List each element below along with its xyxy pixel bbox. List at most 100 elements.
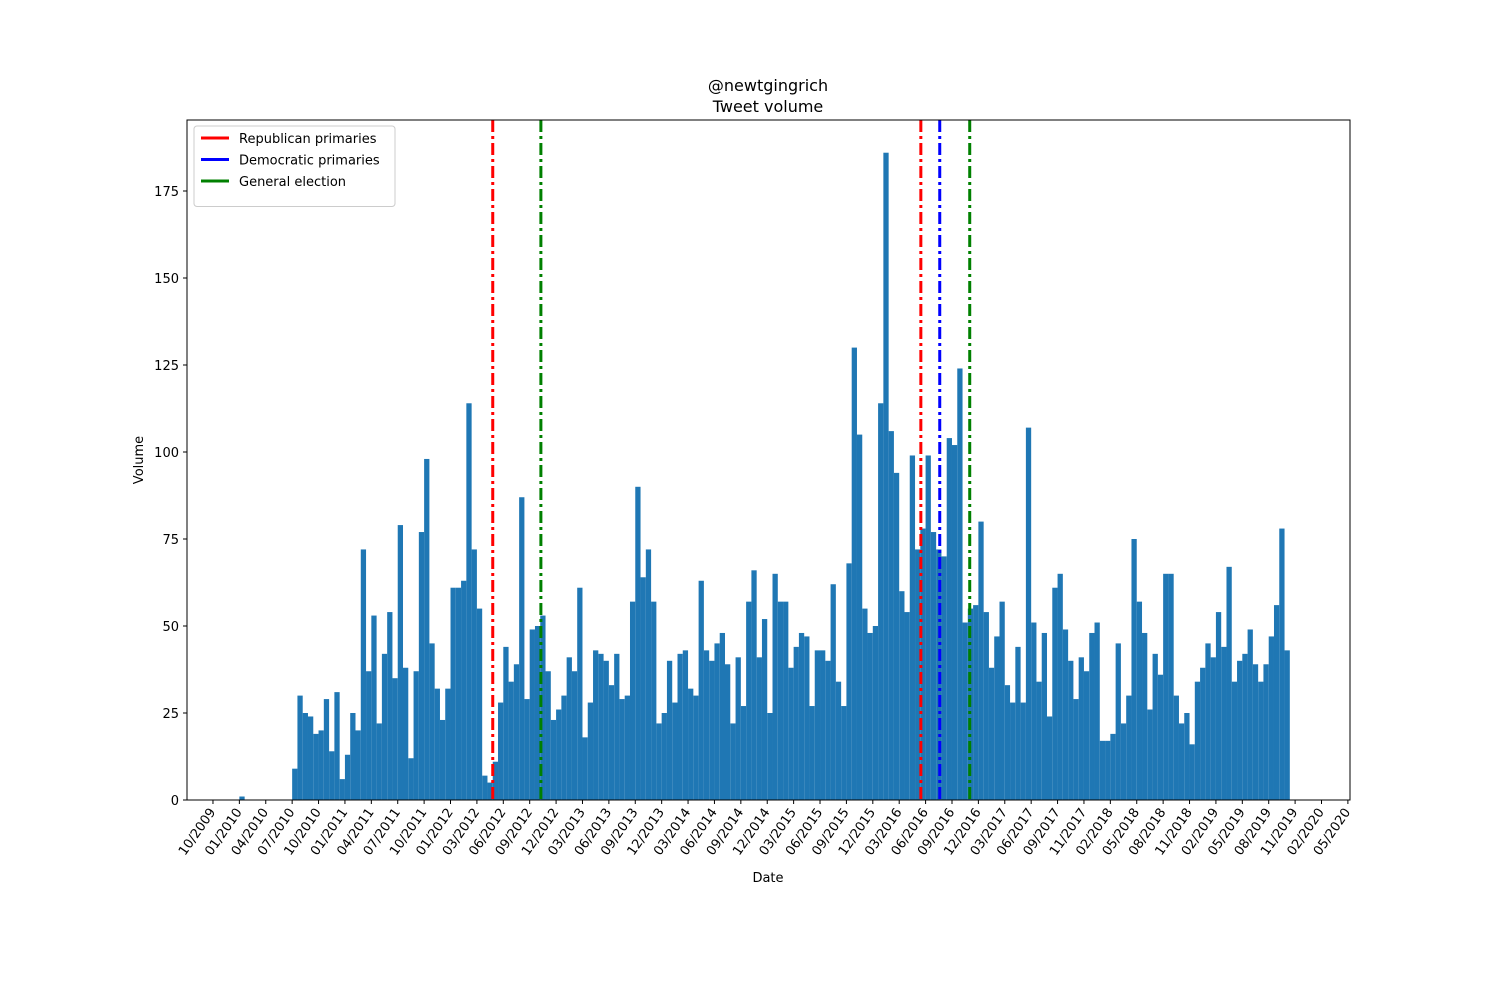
bar	[1273, 605, 1280, 800]
bar	[1194, 681, 1201, 800]
bar	[735, 657, 741, 800]
legend-label: General election	[239, 175, 346, 190]
legend-box	[193, 125, 396, 207]
legend-label: Democratic primaries	[239, 154, 380, 169]
x-axis-label: Date	[752, 871, 783, 886]
bar	[915, 549, 921, 800]
bar	[1210, 657, 1216, 800]
bar	[1089, 632, 1095, 800]
bar	[503, 646, 509, 800]
chart-subtitle: Tweet volume	[712, 97, 824, 116]
bar	[524, 699, 530, 800]
bar	[1025, 427, 1032, 800]
bar	[703, 650, 710, 800]
bar	[534, 625, 541, 800]
bar	[1168, 573, 1174, 800]
bar	[545, 671, 551, 800]
bar	[798, 632, 805, 800]
bar	[598, 653, 604, 800]
bar	[957, 368, 963, 800]
bar	[1252, 664, 1259, 800]
bar	[1036, 681, 1042, 800]
bar	[482, 775, 488, 800]
bar	[1015, 646, 1021, 800]
bar	[561, 695, 567, 800]
bar	[1215, 612, 1222, 800]
bar	[334, 692, 340, 800]
bar	[1136, 601, 1143, 800]
bar	[1258, 681, 1264, 800]
bar	[302, 712, 308, 800]
bar	[434, 688, 440, 800]
bar	[355, 730, 361, 800]
bar	[672, 702, 678, 800]
bar	[1231, 681, 1238, 800]
bar	[408, 758, 414, 800]
bar	[344, 754, 351, 800]
bar	[461, 580, 467, 800]
bar	[851, 347, 857, 800]
bar	[698, 580, 704, 800]
bar	[746, 601, 752, 800]
bar	[614, 653, 620, 800]
bar	[1152, 653, 1158, 800]
bar	[619, 699, 625, 800]
bar	[946, 438, 952, 800]
bar	[1279, 528, 1285, 800]
bar	[693, 695, 699, 800]
bar	[403, 667, 409, 800]
bar	[862, 608, 868, 800]
bar	[1052, 587, 1058, 800]
bar	[1147, 709, 1153, 800]
bar	[318, 730, 324, 800]
bar	[413, 671, 419, 800]
y-tick-label: 25	[162, 707, 179, 722]
bar	[820, 650, 826, 800]
bar	[1237, 660, 1243, 800]
bar	[387, 612, 393, 800]
bar	[719, 632, 726, 800]
bar	[830, 584, 836, 800]
y-tick-label: 50	[162, 620, 179, 635]
bar	[1131, 538, 1137, 800]
bar	[371, 615, 377, 800]
bar	[656, 723, 662, 800]
bar	[909, 455, 916, 800]
bar	[529, 629, 535, 800]
bar	[339, 779, 345, 800]
chart-title: @newtgingrich	[708, 76, 828, 95]
bar	[920, 528, 926, 800]
bar	[1284, 650, 1290, 800]
bar	[1020, 702, 1026, 800]
bar	[1226, 566, 1232, 800]
bar	[307, 716, 314, 800]
legend: Republican primaries Democratic primaries…	[193, 125, 396, 207]
bar	[418, 532, 425, 800]
bar	[350, 712, 356, 800]
bar	[1031, 622, 1037, 800]
bar	[550, 719, 557, 800]
bar	[1047, 716, 1053, 800]
bar	[1126, 695, 1132, 800]
y-tick-label: 150	[154, 272, 179, 287]
bar	[904, 612, 910, 800]
bar	[1163, 573, 1169, 800]
bar	[772, 573, 778, 800]
bar	[983, 612, 989, 800]
bar	[498, 702, 504, 800]
bar	[978, 521, 984, 800]
bar	[1142, 632, 1148, 800]
bar	[651, 601, 657, 800]
bar	[392, 678, 398, 800]
bar	[297, 695, 303, 800]
bar	[677, 653, 683, 800]
bar	[846, 563, 852, 800]
y-tick-label: 175	[154, 185, 179, 200]
bar	[1242, 653, 1248, 800]
bar	[381, 653, 388, 800]
bar	[951, 445, 958, 800]
bar	[1068, 660, 1074, 800]
bar	[292, 768, 298, 800]
bar	[571, 671, 578, 800]
